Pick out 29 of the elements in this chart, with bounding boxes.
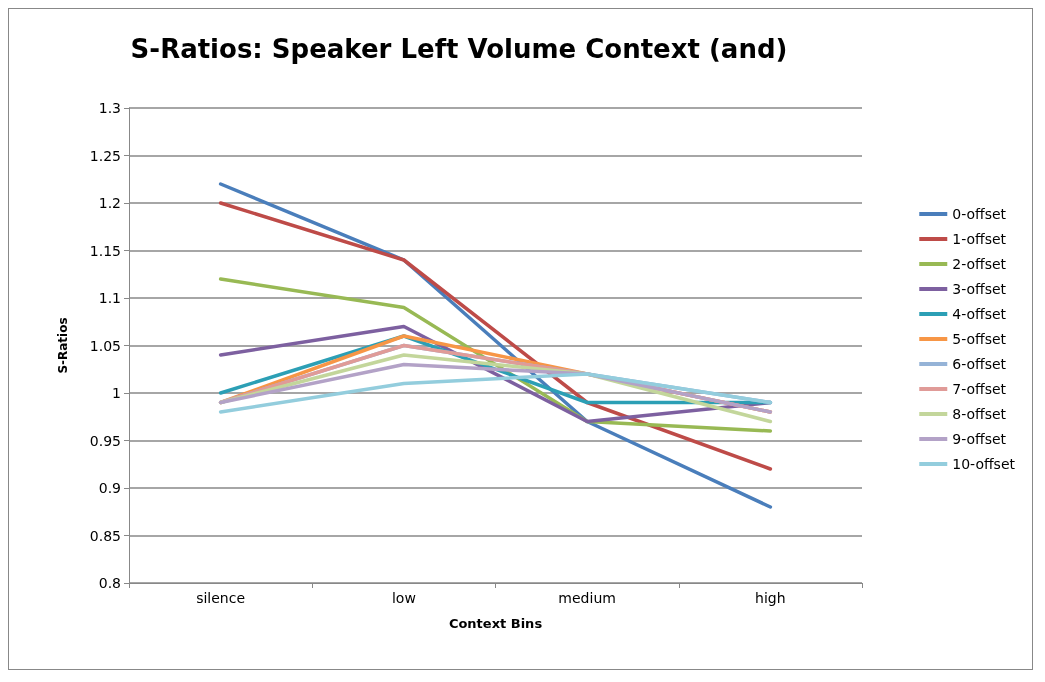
y-tick-label: 1.25 [89,147,121,164]
legend-label: 8-offset [952,406,1007,422]
y-tick-label: 1.1 [98,290,121,306]
legend-label: 9-offset [952,431,1007,447]
chart-title: S-Ratios: Speaker Left Volume Context (and) [130,34,788,64]
legend-label: 6-offset [952,356,1007,372]
y-tick-label: 1.2 [98,195,121,211]
x-tick-label: silence [196,590,246,606]
y-tick-label: 0.95 [89,432,121,449]
y-tick-label: 0.9 [98,480,121,496]
x-tick-label: medium [558,590,616,606]
x-axis-title: Context Bins [448,616,543,631]
y-axis-title: S-Ratios [56,317,70,374]
x-tick-label: low [391,590,416,606]
legend-label: 0-offset [952,206,1007,222]
legend-label: 7-offset [952,381,1007,397]
y-tick-label: 1.3 [98,100,121,116]
x-tick-label: high [755,590,786,606]
legend-label: 2-offset [952,256,1007,272]
legend-label: 4-offset [952,306,1007,322]
y-tick-label: 0.8 [98,575,121,591]
legend-label: 1-offset [952,231,1007,247]
y-tick-label: 0.85 [89,527,121,544]
legend-label: 5-offset [952,331,1007,347]
legend-label: 10-offset [952,456,1016,472]
y-tick-label: 1.15 [89,242,121,259]
legend-label: 3-offset [952,281,1007,297]
y-tick-label: 1 [112,385,121,401]
y-tick-label: 1.05 [89,337,121,354]
